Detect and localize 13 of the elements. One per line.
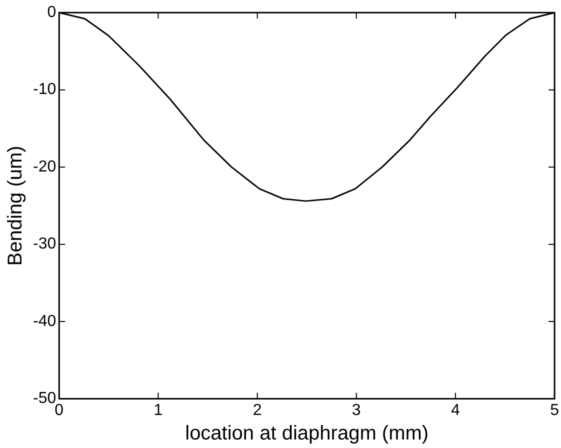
x-axis-title: location at diaphragm (mm) <box>185 422 429 445</box>
y-tick-label: -50 <box>33 390 56 408</box>
y-tick-label: -30 <box>33 236 56 253</box>
x-tick-label: 2 <box>252 402 262 419</box>
y-tick-label: -40 <box>33 312 56 330</box>
y-tick-label: -20 <box>33 158 56 176</box>
y-tick-label: -10 <box>33 81 56 98</box>
x-tick-label: 3 <box>352 402 361 419</box>
x-tick-label: 4 <box>451 402 460 419</box>
x-tick-label: 5 <box>550 402 560 419</box>
y-tick-label: 0 <box>47 4 56 22</box>
x-tick-label: 1 <box>154 402 163 419</box>
y-axis-title: Bending (um) <box>4 146 27 266</box>
